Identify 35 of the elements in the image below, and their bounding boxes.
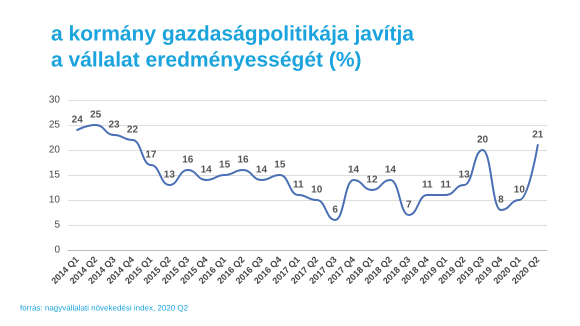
y-tick-label: 10 — [48, 194, 60, 206]
data-label: 15 — [274, 160, 286, 170]
y-tick-label: 30 — [48, 94, 60, 106]
y-tick-label: 20 — [48, 144, 60, 156]
data-label: 22 — [126, 124, 138, 136]
y-tick-label: 15 — [48, 170, 60, 180]
data-label: 14 — [256, 164, 268, 176]
data-label: 11 — [422, 180, 433, 190]
data-label: 17 — [145, 150, 157, 160]
data-label: 12 — [366, 174, 378, 186]
data-label: 20 — [476, 134, 489, 146]
y-tick-label: 0 — [54, 244, 60, 256]
data-label: 16 — [237, 154, 250, 166]
data-label: 23 — [108, 120, 120, 130]
y-tick-label: 5 — [54, 220, 60, 230]
data-label: 11 — [440, 180, 452, 190]
data-label: 16 — [182, 154, 194, 166]
y-tick-label: 25 — [48, 120, 60, 130]
data-label: 24 — [72, 114, 84, 126]
data-label: 15 — [219, 160, 231, 170]
data-label: 13 — [458, 170, 470, 180]
data-label: 25 — [90, 110, 102, 120]
data-label: 8 — [498, 194, 504, 206]
data-label: 13 — [164, 170, 176, 180]
data-label: 11 — [293, 180, 304, 190]
data-label: 10 — [514, 184, 526, 196]
data-label: 14 — [200, 164, 212, 176]
text: forrás: nagyvállalati növekedési index, 2020 Q2 — [20, 304, 189, 312]
data-label: 14 — [384, 164, 396, 176]
data-label: 10 — [311, 184, 323, 196]
data-label: 21 — [532, 130, 544, 140]
data-label: 14 — [348, 164, 360, 176]
chart-title: a kormány gazdaságpolitikája javítja a vállalat eredményességét (%) — [51, 22, 420, 72]
data-label: 6 — [332, 204, 338, 216]
data-label: 7 — [406, 200, 412, 210]
